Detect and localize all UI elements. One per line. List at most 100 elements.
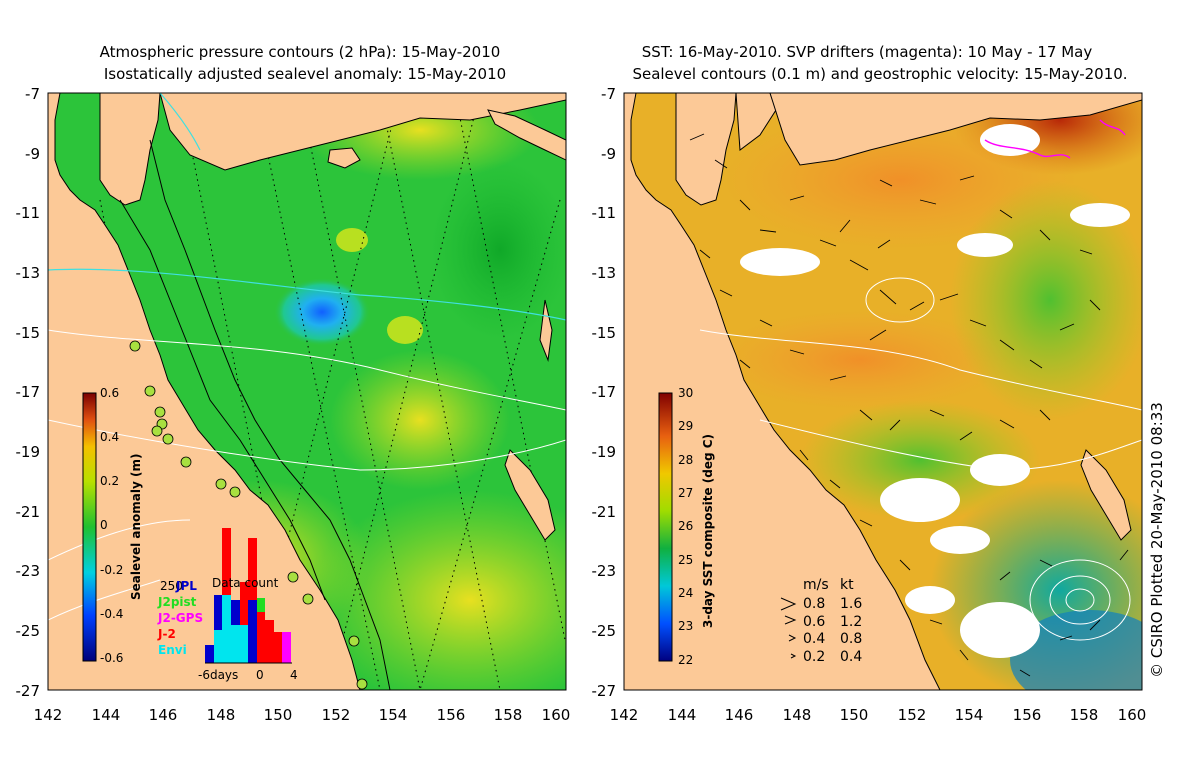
speed-legend: m/s kt 0.8 1.6 0.6 1.2 0.4 0.8 0.2 0.4 [780,577,862,665]
lon-label: 158 [494,706,523,724]
lat-label: -13 [16,264,41,282]
lat-label: -21 [16,503,41,521]
lat-label: -11 [592,204,617,222]
lon-label: 152 [898,706,927,724]
right-map-frame [623,92,1143,691]
sst-tick: 22 [678,653,693,667]
histogram-bar [214,630,222,663]
sst-tick: 26 [678,519,693,533]
sst-tick: 27 [678,486,693,500]
sealevel-contours [48,329,566,621]
lat-label: -17 [16,383,41,401]
lon-label: 152 [322,706,351,724]
sla-colorbar-ticks: 0.6 0.4 0.2 0 -0.2 -0.4 -0.6 [100,386,123,665]
right-lon-labels: 142 144 146 148 150 152 154 156 158 160 [610,706,1147,724]
lat-label: -25 [16,622,41,640]
speed-ms: 0.2 [803,649,825,665]
png-mainland-land [769,93,1142,166]
lon-label: 146 [149,706,178,724]
legend-j2: J-2 [157,627,176,641]
lat-label: -21 [592,503,617,521]
tide-gauges [129,340,368,690]
lat-label: -25 [592,622,617,640]
australia-coast-land [624,93,941,690]
lon-label: 150 [264,706,293,724]
pressure-contours [48,93,566,321]
lon-label: 148 [207,706,236,724]
data-count-histogram [205,528,292,664]
sla-low-eddy [274,278,370,346]
papua-new-guinea-land [159,93,566,171]
speed-arrow-0.8 [780,597,797,611]
legend-envi: Envi [158,643,187,657]
sla-tick: -0.2 [100,563,123,577]
sst-cool-south [1010,610,1142,690]
histogram-bar [248,600,257,663]
speed-arrow-0.2 [790,653,797,659]
histogram-bar [257,612,265,663]
lon-label: 154 [379,706,408,724]
left-title-line2: Isostatically adjusted sealevel anomaly:… [104,65,506,83]
lon-label: 160 [542,706,571,724]
sst-tick: 24 [678,586,693,600]
vanuatu-land [539,299,553,362]
lon-label: 144 [92,706,121,724]
left-lon-labels: 142 144 146 148 150 152 154 156 158 160 [34,706,571,724]
right-title-line1: SST: 16-May-2010. SVP drifters (magenta)… [642,43,1093,61]
lat-label: -15 [592,324,617,342]
lat-label: -27 [16,682,41,700]
lat-label: -9 [25,145,40,163]
legend-j2gps: J2-GPS [157,611,203,625]
sla-high-pocket-2 [387,316,423,344]
lon-label: 144 [668,706,697,724]
lon-label: 156 [1013,706,1042,724]
speed-header-ms: m/s [803,577,829,593]
sla-low-east [430,160,566,340]
histogram-bar [214,595,222,663]
lat-label: -9 [601,145,616,163]
lon-label: 160 [1118,706,1147,724]
speed-arrow-0.6 [784,615,797,625]
lat-label: -27 [592,682,617,700]
speed-kt: 1.2 [840,614,862,630]
sla-tick: 0 [100,518,108,532]
papua-new-guinea-land [735,93,777,151]
lat-label: -11 [16,204,41,222]
new-caledonia-land [504,449,556,541]
legend-jpl: JPL [175,579,197,593]
sla-high-pocket [336,228,368,252]
sst-tick: 29 [678,419,693,433]
australia-coast-land [48,93,361,690]
histogram-bar [205,645,214,663]
lon-label: 146 [725,706,754,724]
histogram-bar [231,625,240,663]
sla-tick: 0.6 [100,386,119,400]
sla-tick: 0.2 [100,474,119,488]
data-count-axis-label: 0 [256,668,264,682]
lat-label: -7 [601,85,616,103]
speed-ms: 0.6 [803,614,825,630]
sst-green-south [800,400,1040,520]
data-count-max: 250 [160,579,183,593]
lon-label: 148 [783,706,812,724]
sst-sealevel-contours [699,277,1142,641]
left-title-line1: Atmospheric pressure contours (2 hPa): 1… [100,43,501,61]
legend-j2pist: J2pist [157,595,197,609]
speed-ms: 0.4 [803,631,825,647]
sst-colorbar-label: 3-day SST composite (deg C) [701,434,715,628]
left-map: 0.6 0.4 0.2 0 -0.2 -0.4 -0.6 Sealevel an… [48,93,566,690]
png-islands-land [327,147,361,169]
new-caledonia-land [1080,449,1132,541]
sst-orange-central [710,310,1010,410]
lat-label: -23 [16,562,41,580]
lat-label: -19 [592,443,617,461]
speed-kt: 0.8 [840,631,862,647]
lat-label: -15 [16,324,41,342]
cape-york-land [675,93,737,206]
speed-ms: 0.8 [803,596,825,612]
sst-tick: 25 [678,553,693,567]
data-count-axis-label: -6days [198,668,238,682]
sla-high-south [310,490,566,690]
lon-label: 156 [437,706,466,724]
left-lat-labels: -7 -9 -11 -13 -15 -17 -19 -21 -23 -25 -2… [16,85,41,700]
